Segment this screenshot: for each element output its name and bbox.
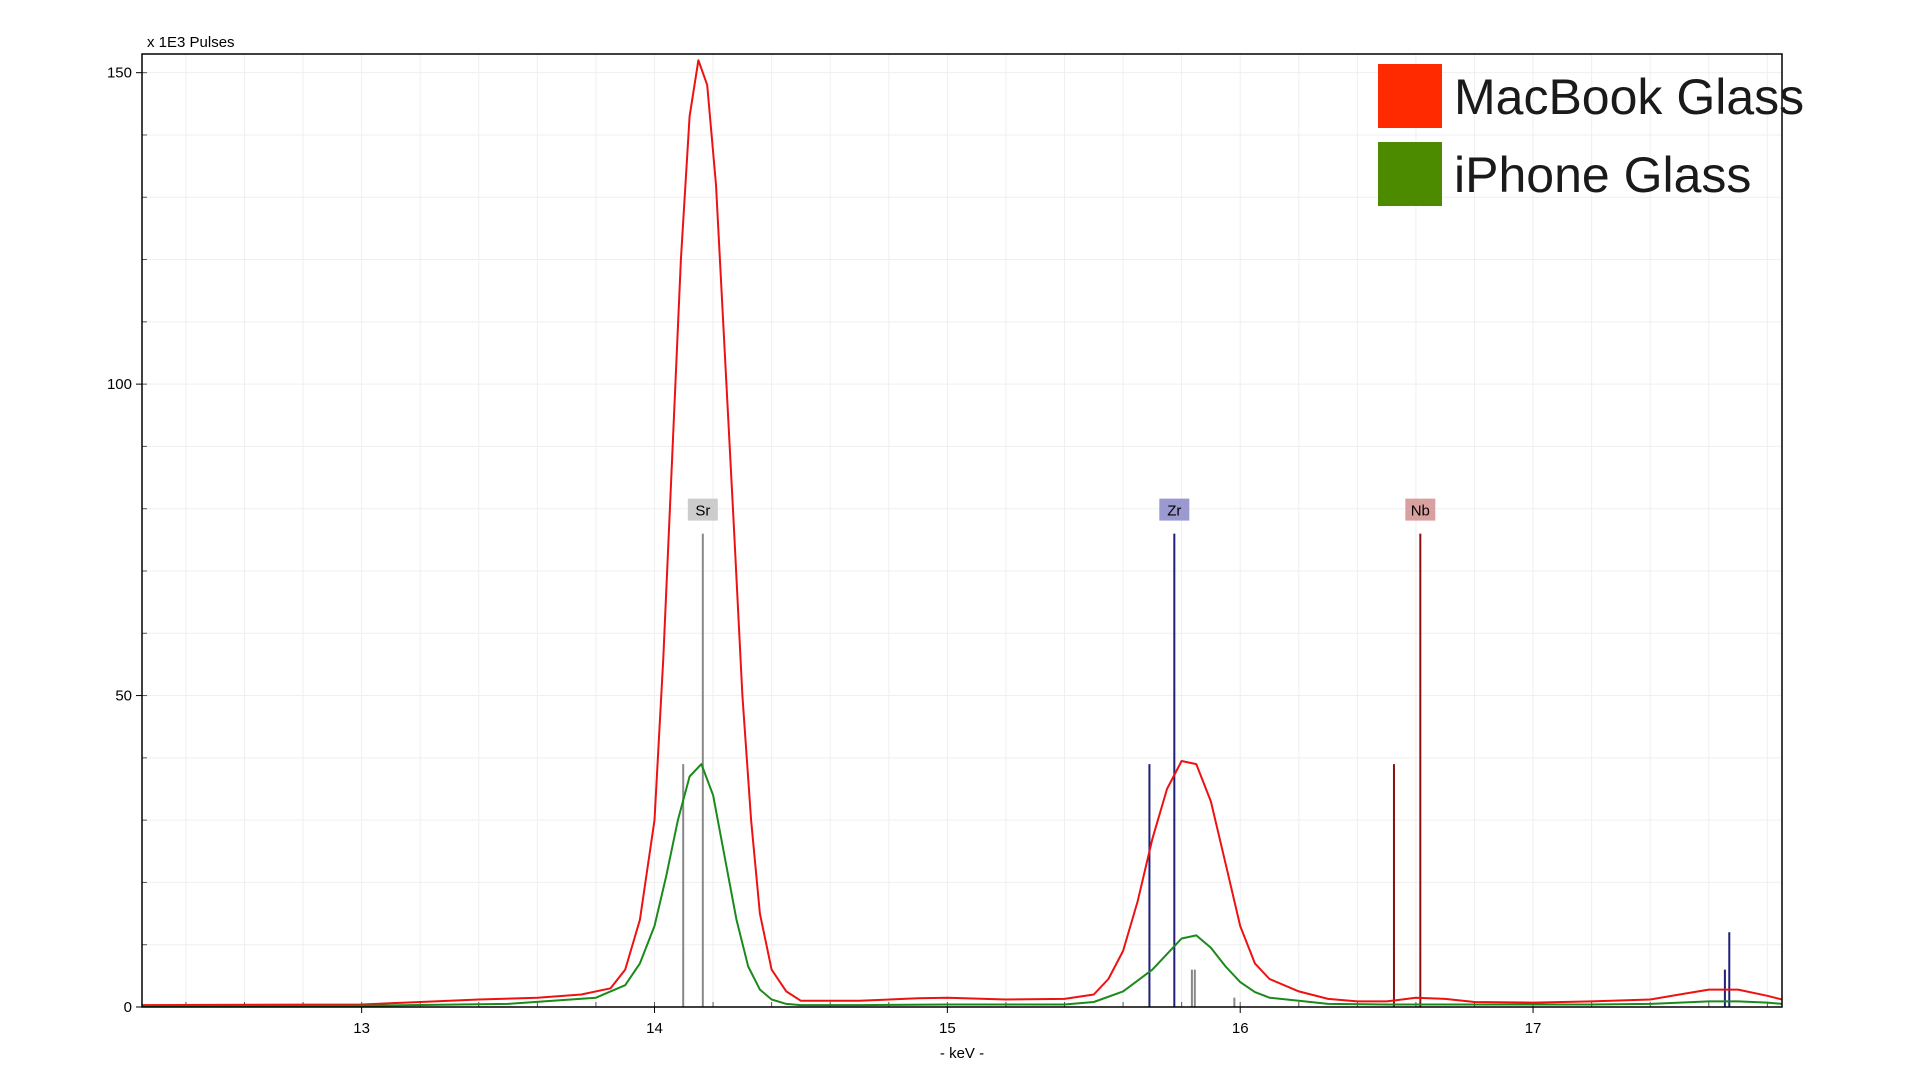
legend-swatch: [1378, 64, 1442, 128]
x-tick-label: 15: [939, 1020, 956, 1037]
x-tick-label: 17: [1525, 1020, 1542, 1037]
legend-label: iPhone Glass: [1454, 147, 1751, 203]
element-label-nb: Nb: [1411, 503, 1430, 520]
x-tick-label: 16: [1232, 1020, 1249, 1037]
element-label-bg: [1159, 498, 1190, 521]
x-tick-label: 13: [353, 1020, 370, 1037]
x-axis-label: - keV -: [940, 1045, 984, 1062]
element-label-bg: [687, 498, 718, 521]
element-label-bg: [1405, 498, 1436, 521]
legend-swatch: [1378, 142, 1442, 206]
series-lines: [141, 59, 1783, 1008]
element-label-sr: Sr: [695, 503, 710, 520]
legend-label: MacBook Glass: [1454, 69, 1804, 125]
axis-ticks: 13 14 15 16 17 0 50 100 150: [107, 65, 1768, 1037]
y-tick-label: 100: [107, 376, 132, 393]
y-tick-label: 150: [107, 65, 132, 82]
y-axis-label: x 1E3 Pulses: [147, 34, 235, 51]
element-markers: Sr Zr Nb: [682, 498, 1731, 1007]
x-tick-label: 14: [646, 1020, 663, 1037]
series-line-iphone-glass: [141, 763, 1783, 1008]
y-tick-label: 50: [115, 688, 132, 705]
legend: MacBook Glass iPhone Glass: [1378, 64, 1804, 206]
y-tick-label: 0: [124, 999, 132, 1016]
series-line-macbook-glass: [141, 59, 1783, 1007]
plot-frame: [141, 53, 1783, 1008]
element-label-zr: Zr: [1167, 503, 1181, 520]
